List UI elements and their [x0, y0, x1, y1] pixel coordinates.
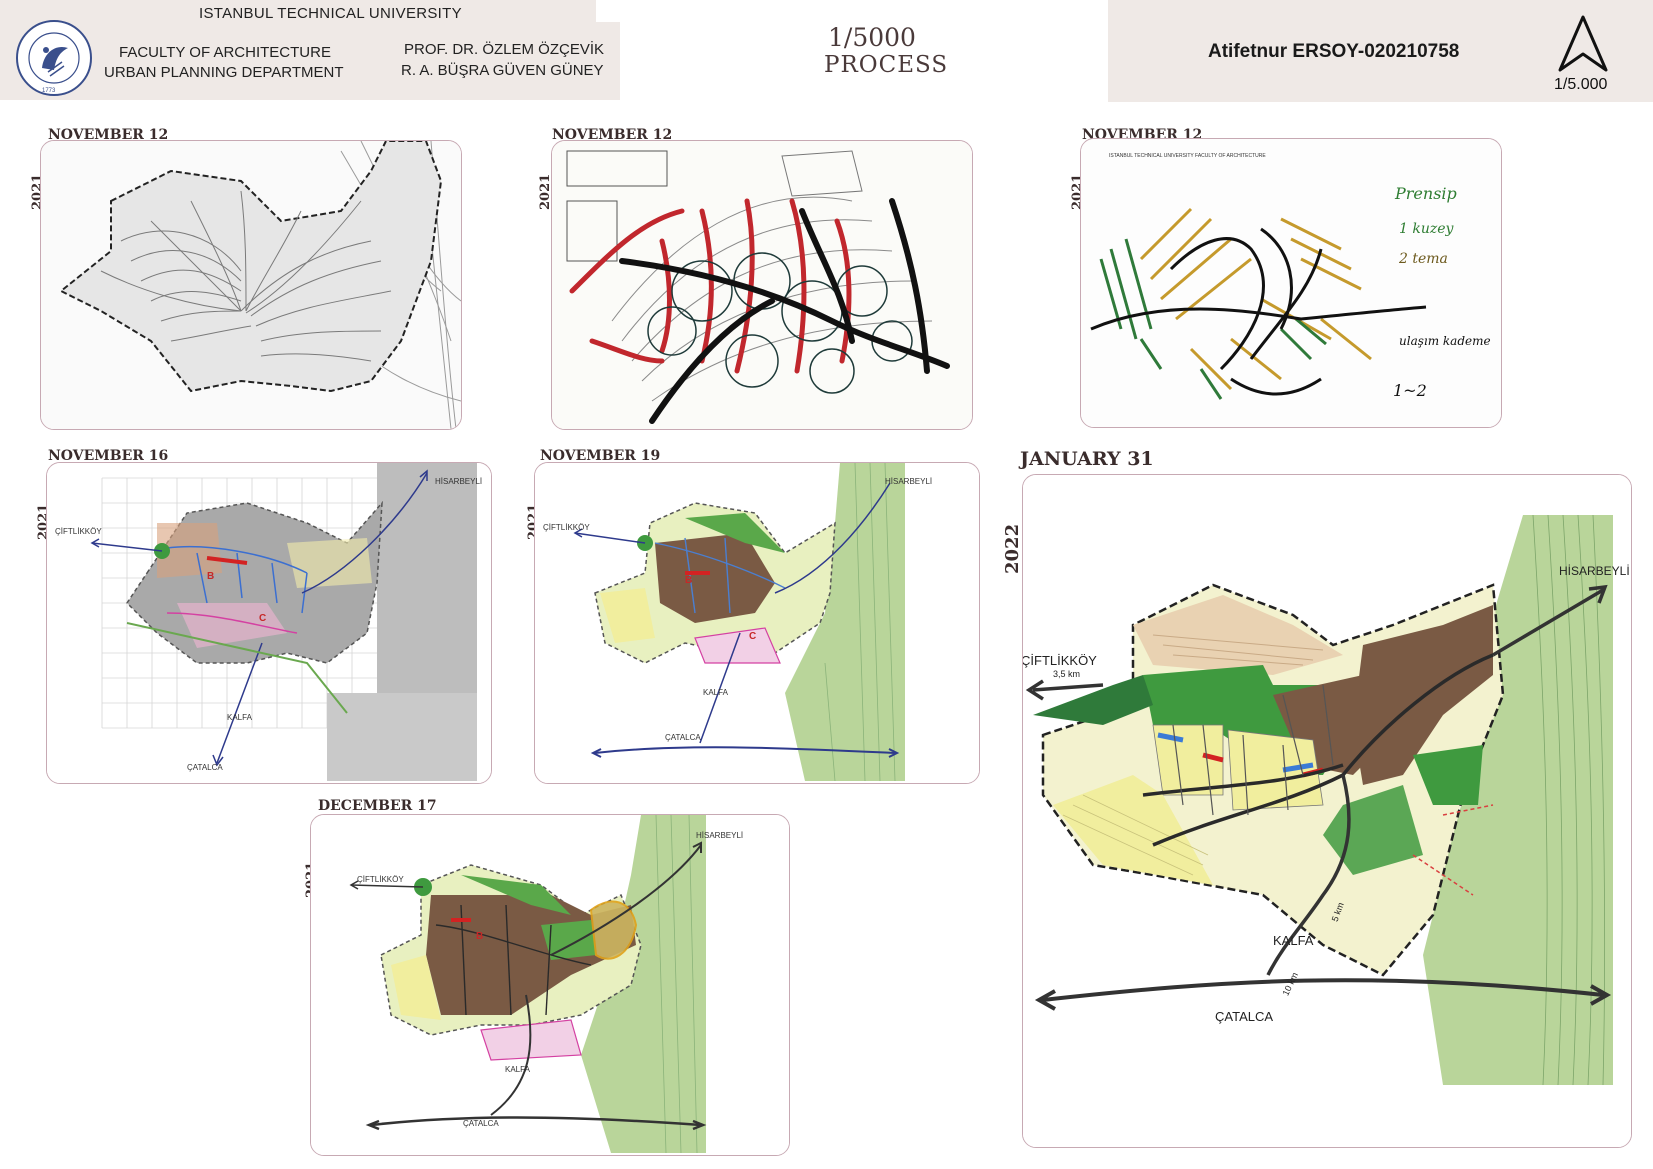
- panel3-sheet-card: ISTANBUL TECHNICAL UNIVERSITY FACULTY OF…: [1080, 138, 1502, 428]
- logo-year: 1773: [42, 88, 56, 94]
- panel6-map-card: ÇİFTLİKKÖY 3,5 km HİSARBEYLİ KALFA 5 km …: [1022, 474, 1632, 1148]
- north-scale: 1/5.000: [1554, 76, 1608, 93]
- p4-label-ciftlikkoy: ÇİFTLİKKÖY: [55, 527, 102, 536]
- panel1-map-card: [40, 140, 462, 430]
- header-right-box: [1108, 0, 1653, 102]
- p4-zone-c: C: [259, 613, 267, 624]
- panel4-map-card: ÇİFTLİKKÖY HİSARBEYLİ KALFA ÇATALCA B C: [46, 462, 492, 784]
- instructor-1: PROF. DR. ÖZLEM ÖZÇEVİK: [404, 41, 605, 58]
- university-name: ISTANBUL TECHNICAL UNIVERSITY: [199, 5, 462, 22]
- panel7-map-card: ÇİFTLİKKÖY HİSARBEYLİ KALFA ÇATALCA B: [310, 814, 790, 1156]
- north-arrow-icon: [1556, 14, 1610, 74]
- header-left-box: [0, 22, 620, 100]
- p4-label-kalfa: KALFA: [227, 713, 252, 722]
- panel5-date: NOVEMBER 19: [540, 448, 661, 464]
- p6-label-catalca: ÇATALCA: [1215, 1009, 1274, 1024]
- p5-label-hisarbeyli: HİSARBEYLİ: [885, 477, 933, 486]
- instructor-2: R. A. BÜŞRA GÜVEN GÜNEY: [401, 62, 604, 79]
- note-ulasim: ulaşım kademe: [1399, 334, 1491, 348]
- p4-zone-b: B: [207, 571, 215, 582]
- p6-label-ciftlikkoy: ÇİFTLİKKÖY: [1022, 653, 1097, 668]
- p6-dist-ciftlikkoy: 3,5 km: [1053, 669, 1081, 679]
- panel6-date: JANUARY 31: [1020, 448, 1154, 470]
- sheet-header: ISTANBUL TECHNICAL UNIVERSITY FACULTY OF…: [1109, 153, 1266, 159]
- panel1-date: NOVEMBER 12: [48, 127, 169, 143]
- note-1: 1 kuzey: [1399, 221, 1454, 237]
- p7-zone-b: B: [476, 931, 484, 942]
- note-2: 2 tema: [1399, 251, 1448, 267]
- faculty-line1: FACULTY OF ARCHITECTURE: [119, 44, 331, 61]
- p5-zone-b: B: [685, 575, 693, 586]
- panel7-date: DECEMBER 17: [318, 798, 437, 814]
- p5-label-catalca: ÇATALCA: [665, 733, 701, 742]
- p6-label-kalfa: KALFA: [1273, 933, 1314, 948]
- p5-label-kalfa: KALFA: [703, 688, 728, 697]
- p6-label-hisarbeyli: HİSARBEYLİ: [1559, 564, 1630, 578]
- p5-zone-c: C: [749, 631, 757, 642]
- p5-label-ciftlikkoy: ÇİFTLİKKÖY: [543, 523, 590, 532]
- header-left-top-box: [0, 0, 596, 22]
- student-name: Atifetnur ERSOY-020210758: [1208, 41, 1460, 62]
- panel6-year: 2022: [1002, 523, 1023, 574]
- p7-label-hisarbeyli: HİSARBEYLİ: [696, 831, 744, 840]
- panel4-date: NOVEMBER 16: [48, 448, 169, 464]
- p4-label-catalca: ÇATALCA: [187, 763, 223, 772]
- process-title: PROCESS: [824, 52, 949, 78]
- p7-label-kalfa: KALFA: [505, 1065, 530, 1074]
- university-logo: [14, 18, 94, 98]
- panel2-sketch-card: [551, 140, 973, 430]
- panel5-map-card: ÇİFTLİKKÖY HİSARBEYLİ KALFA ÇATALCA B C: [534, 462, 980, 784]
- p7-label-ciftlikkoy: ÇİFTLİKKÖY: [357, 875, 404, 884]
- faculty-line2: URBAN PLANNING DEPARTMENT: [104, 64, 344, 81]
- panel2-date: NOVEMBER 12: [552, 127, 673, 143]
- p7-label-catalca: ÇATALCA: [463, 1119, 499, 1128]
- note-prensip: Prensip: [1395, 184, 1457, 203]
- scale-title: 1/5000: [828, 23, 916, 52]
- note-1-2: 1~2: [1393, 381, 1427, 400]
- p4-label-hisarbeyli: HİSARBEYLİ: [435, 477, 483, 486]
